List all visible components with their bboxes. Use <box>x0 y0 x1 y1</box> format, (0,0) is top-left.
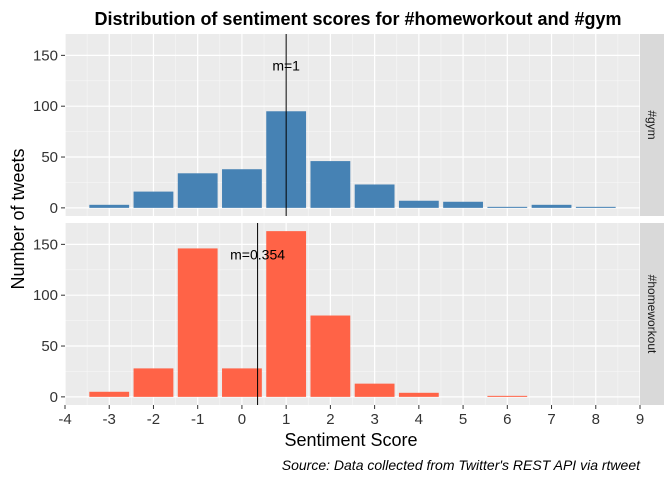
x-tick-label: -4 <box>58 411 71 428</box>
mean-label: m=1 <box>272 58 300 74</box>
x-tick-label: -2 <box>147 411 160 428</box>
plot-area: m=1050100150#gymm=0.354050100150#homewor… <box>33 34 664 428</box>
facet-strip-label: #gym <box>645 110 659 139</box>
x-tick-label: 5 <box>459 411 467 428</box>
x-tick-label: 4 <box>415 411 423 428</box>
bar-gym-x6 <box>487 206 528 208</box>
bar-gym-x3 <box>354 184 395 208</box>
bar-homeworkout-x6 <box>487 395 528 397</box>
y-tick-label: 50 <box>41 149 58 166</box>
x-tick-label: 8 <box>592 411 600 428</box>
y-tick-label: 100 <box>33 98 58 115</box>
x-tick-label: 9 <box>636 411 644 428</box>
y-tick-label: 150 <box>33 47 58 64</box>
facet-strip-label: #homeworkout <box>645 275 659 354</box>
bar-homeworkout-x2 <box>310 315 351 397</box>
bar-gym-x2 <box>310 161 351 208</box>
bar-gym-x-1 <box>177 173 218 208</box>
y-axis-label: Number of tweets <box>8 148 28 289</box>
facet-panel-2: m=0.354 0 50 100 150 #homeworkout <box>33 223 664 406</box>
bar-homeworkout-x3 <box>354 383 395 397</box>
y-tick-label: 0 <box>50 389 58 406</box>
bar-homeworkout-x0 <box>222 368 262 397</box>
x-tick-label: 1 <box>282 411 290 428</box>
bar-gym-x-2 <box>133 191 174 208</box>
bar-gym-x7 <box>531 204 572 208</box>
x-tick-label: 6 <box>503 411 511 428</box>
y-tick-label: 0 <box>50 200 58 217</box>
facet-strip <box>640 34 664 216</box>
y-tick-label: 100 <box>33 287 58 304</box>
chart-title: Distribution of sentiment scores for #ho… <box>94 9 621 29</box>
x-tick-label: 0 <box>238 411 246 428</box>
bar-gym-x-3 <box>89 204 130 208</box>
x-tick-label: 7 <box>547 411 555 428</box>
bar-homeworkout-x1 <box>266 231 307 397</box>
source-caption: Source: Data collected from Twitter's RE… <box>282 457 641 473</box>
bar-gym-x5 <box>443 201 483 208</box>
bar-gym-x4 <box>398 200 439 208</box>
bar-homeworkout-x-2 <box>133 368 174 397</box>
bar-homeworkout-x-3 <box>89 391 130 397</box>
facet-panel-1: m=1 0 50 100 150 #gym <box>33 34 664 217</box>
facet-strip <box>640 223 664 405</box>
x-tick-label: 3 <box>370 411 378 428</box>
bar-homeworkout-x4 <box>398 392 439 397</box>
x-tick-label: -1 <box>191 411 204 428</box>
bar-gym-x8 <box>575 206 616 208</box>
y-tick-label: 50 <box>41 338 58 355</box>
x-axis-label: Sentiment Score <box>284 430 417 450</box>
bar-homeworkout-x-1 <box>177 248 218 397</box>
bar-gym-x0 <box>222 169 262 208</box>
x-tick-label: 2 <box>326 411 334 428</box>
x-tick-label: -3 <box>103 411 116 428</box>
mean-label: m=0.354 <box>230 247 285 263</box>
y-tick-label: 150 <box>33 236 58 253</box>
